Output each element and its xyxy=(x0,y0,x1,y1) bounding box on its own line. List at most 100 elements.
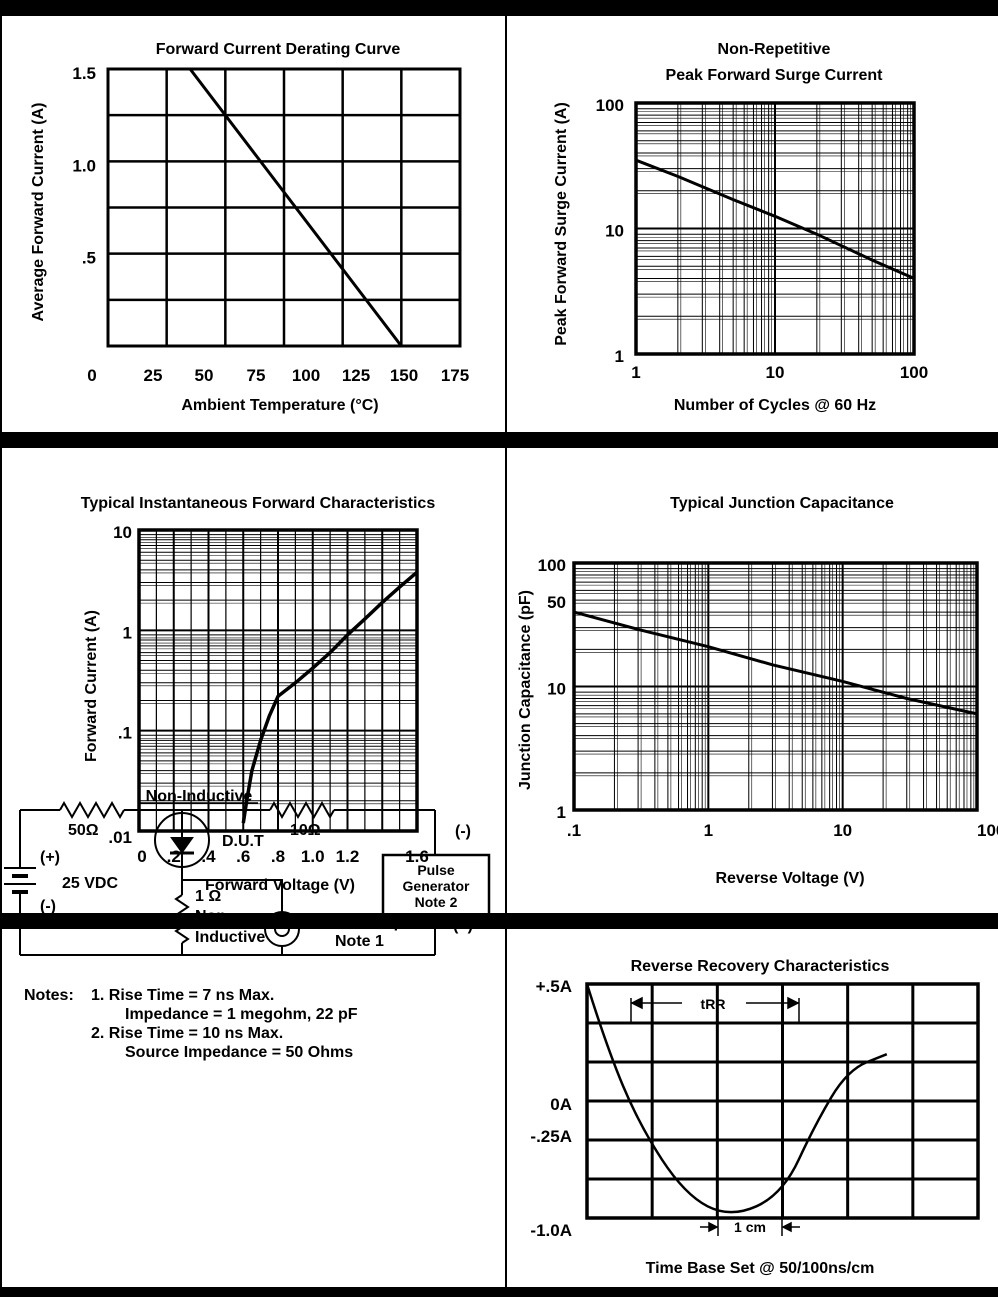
tick-label: .1 xyxy=(567,821,581,840)
x-axis-label: Time Base Set @ 50/100ns/cm xyxy=(646,1260,875,1277)
y-axis-label: Forward Current (A) xyxy=(83,610,100,762)
tick-label: 1 xyxy=(557,803,566,822)
resistor-1-ohm xyxy=(174,894,190,944)
band-2 xyxy=(0,913,998,929)
pulse-line3: Note 2 xyxy=(415,894,458,910)
note-2: 2. Rise Time = 10 ns Max. xyxy=(91,1025,283,1042)
tick-label: 1.5 xyxy=(72,64,96,83)
cm-right-arrow xyxy=(781,1221,792,1233)
minus-right-label: (-) xyxy=(455,823,471,840)
tick-label: 10 xyxy=(547,680,566,699)
chart-title-line1: Non-Repetitive xyxy=(718,41,831,58)
tick-label: .6 xyxy=(236,847,250,866)
tick-label: 125 xyxy=(342,366,370,385)
tick-label: 50 xyxy=(195,366,214,385)
supply-label: 25 VDC xyxy=(62,875,118,892)
y-axis-label: Average Forward Current (A) xyxy=(30,103,47,322)
circuit-labels: Non-Inductive 50Ω 10Ω D.U.T (+) 25 VDC (… xyxy=(24,788,473,1061)
y-tick-labels: 1.5 1.0 .5 xyxy=(72,64,96,268)
cm-label: 1 cm xyxy=(734,1219,766,1235)
note-2-detail: Source Impedance = 50 Ohms xyxy=(125,1044,353,1061)
tick-label: 1.0 xyxy=(72,156,96,175)
resistor-50-ohm xyxy=(59,800,125,820)
note-1-detail: Impedance = 1 megohm, 22 pF xyxy=(125,1006,358,1023)
plus-right-label: (+) xyxy=(453,917,473,934)
cm-left-arrow xyxy=(708,1221,719,1233)
plus-left-label: (+) xyxy=(40,849,60,866)
shunt-line2-label: Inductive xyxy=(195,929,265,946)
chart-grid xyxy=(572,561,979,812)
recovery-chart: Reverse Recovery Characteristics +.5A 0A -… xyxy=(530,958,980,1277)
tick-label: -1.0A xyxy=(530,1221,572,1240)
tick-label: 100 xyxy=(596,96,624,115)
chart-grid xyxy=(137,528,419,833)
tick-label: 100 xyxy=(900,363,928,382)
chart-grid xyxy=(585,982,980,1220)
chart-title: Reverse Recovery Characteristics xyxy=(631,958,890,975)
y-tick-labels: 10 1 .1 .01 xyxy=(108,523,132,847)
plot-frame xyxy=(634,101,916,356)
x-tick-labels: 1 10 100 xyxy=(631,363,928,382)
tick-label: 0A xyxy=(550,1095,572,1114)
y-tick-labels: +.5A 0A -.25A -1.0A xyxy=(530,977,572,1240)
x-axis-label: Number of Cycles @ 60 Hz xyxy=(674,397,876,414)
shunt-line1-label: Non- xyxy=(195,908,231,925)
trr-annotation xyxy=(630,996,800,1022)
tick-label: 1.0 xyxy=(301,847,325,866)
center-divider xyxy=(505,0,507,1297)
forward-chart: Typical Instantaneous Forward Characteri… xyxy=(81,495,436,894)
resistor-10-label: 10Ω xyxy=(290,822,321,839)
tick-label: .8 xyxy=(271,847,285,866)
plot-frame xyxy=(106,67,462,348)
y-tick-labels: 100 50 10 1 xyxy=(538,556,566,822)
tick-label: .01 xyxy=(108,828,132,847)
tick-label: 0 xyxy=(137,847,146,866)
tick-label: .5 xyxy=(82,249,96,268)
series-line xyxy=(573,610,978,716)
surge-chart: Non-Repetitive Peak Forward Surge Curren… xyxy=(553,41,928,414)
series-line xyxy=(108,67,403,347)
x-tick-labels: 0 25 50 75 100 125 150 175 xyxy=(87,366,469,385)
x-axis-label: Reverse Voltage (V) xyxy=(715,870,864,887)
tick-label: 175 xyxy=(441,366,469,385)
pulse-line2: Generator xyxy=(403,878,470,894)
tick-label: 150 xyxy=(390,366,418,385)
x-axis-label: Ambient Temperature (°C) xyxy=(181,397,378,414)
tick-label: 10 xyxy=(766,363,785,382)
top-band xyxy=(0,0,998,16)
resistor-10-ohm xyxy=(269,800,335,820)
test-circuit xyxy=(4,800,491,956)
tick-label: 75 xyxy=(247,366,266,385)
scope-line1-label: Oscilliscope xyxy=(318,914,412,931)
left-border xyxy=(0,0,2,1297)
x-tick-labels: .1 1 10 100 xyxy=(567,821,998,840)
non-inductive-label: Non-Inductive xyxy=(146,788,253,805)
tick-label: 10 xyxy=(833,821,852,840)
chart-title: Typical Instantaneous Forward Characteri… xyxy=(81,495,436,512)
band-1 xyxy=(0,432,998,448)
series-line xyxy=(241,570,419,824)
y-axis-label: Junction Capacitance (pF) xyxy=(517,590,534,790)
diode-icon xyxy=(170,837,194,854)
y-tick-labels: 100 10 1 xyxy=(596,96,624,366)
x-axis-label: Forward Voltage (V) xyxy=(205,877,355,894)
cm-annotation xyxy=(700,1218,800,1236)
tick-label: -.25A xyxy=(530,1127,572,1146)
tick-label: 1.2 xyxy=(336,847,360,866)
tick-label: 1 xyxy=(631,363,640,382)
trr-label: tRR xyxy=(701,996,726,1012)
chart-title-line2: Peak Forward Surge Current xyxy=(666,67,884,84)
minus-left-label: (-) xyxy=(40,898,56,915)
tick-label: .1 xyxy=(118,724,132,743)
tick-label: 100 xyxy=(292,366,320,385)
tick-label: .4 xyxy=(201,847,216,866)
derating-chart: Forward Current Derating Curve 0 25 50 75 10… xyxy=(30,41,469,414)
resistor-50-label: 50Ω xyxy=(68,822,99,839)
tick-label: +.5A xyxy=(536,977,572,996)
series-line xyxy=(635,158,915,280)
chart-grid xyxy=(634,101,916,356)
tick-label: 100 xyxy=(538,556,566,575)
bottom-band xyxy=(0,1287,998,1297)
